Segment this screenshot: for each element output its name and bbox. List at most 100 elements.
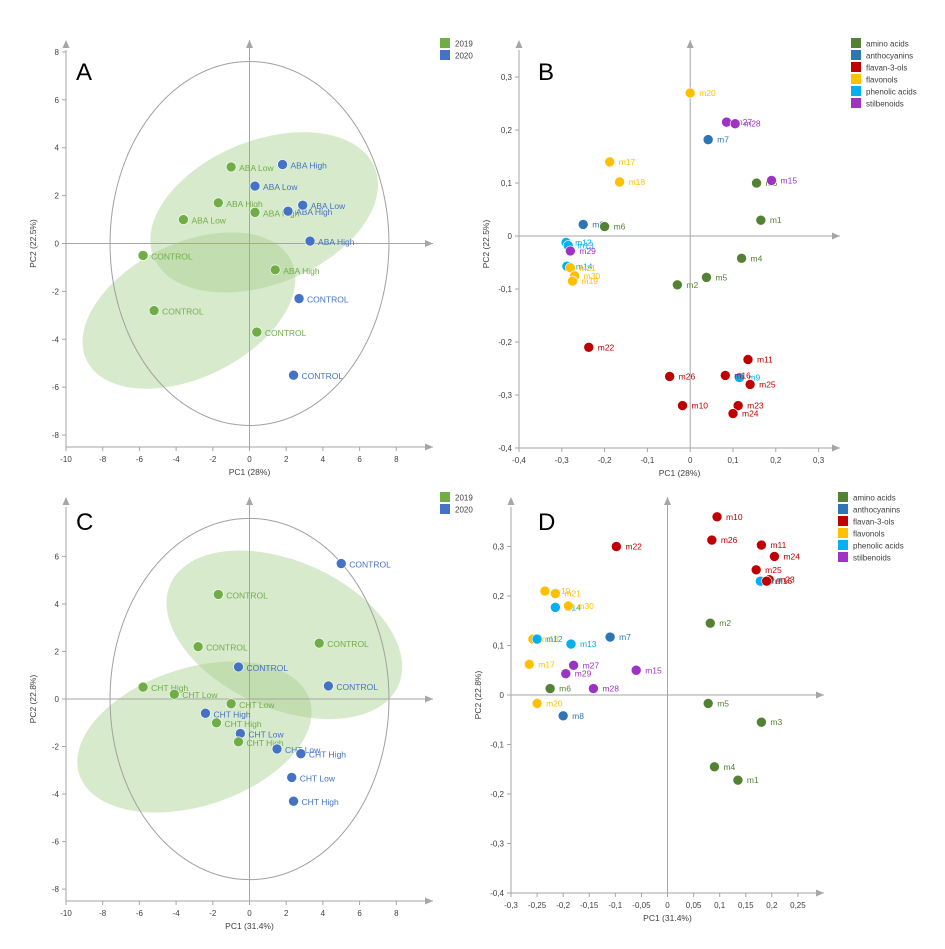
- data-point: [614, 176, 625, 188]
- legend-label: flavonols: [866, 76, 898, 85]
- x-tick-label: -10: [60, 455, 72, 464]
- point-label: m12: [546, 634, 563, 644]
- data-point: [709, 761, 720, 773]
- point-label: CONTROL: [151, 251, 193, 261]
- y-tick-label: -8: [52, 431, 60, 440]
- legend-swatch: [838, 552, 848, 562]
- data-point: [727, 408, 739, 419]
- point-label: CHT Low: [239, 700, 275, 710]
- data-point: [531, 633, 543, 645]
- point-label: m11: [770, 540, 786, 550]
- data-point: [297, 199, 309, 211]
- x-axis-title: PC1 (28%): [659, 468, 701, 478]
- legend-swatch: [851, 86, 861, 96]
- legend-label: 2019: [455, 40, 473, 49]
- data-point: [611, 541, 622, 552]
- x-tick-label: 8: [394, 909, 399, 918]
- point-label: m5: [715, 272, 727, 282]
- y-tick-label: 0,2: [493, 592, 505, 601]
- data-point: [599, 221, 610, 232]
- point-label: CONTROL: [307, 295, 349, 305]
- y-tick-label: 6: [55, 552, 60, 561]
- point-label: ABA High: [318, 237, 355, 247]
- data-point: [269, 264, 281, 276]
- legend: 2019 2020: [440, 38, 473, 61]
- point-label: m21: [564, 589, 581, 599]
- data-point: [736, 253, 747, 264]
- data-point: [137, 250, 149, 261]
- point-label: m10: [691, 401, 708, 411]
- point-label: CONTROL: [226, 590, 268, 600]
- y-axis-arrow: [686, 40, 694, 48]
- data-point: [732, 774, 744, 786]
- point-label: m15: [781, 175, 798, 185]
- data-point: [550, 588, 561, 599]
- point-label: CONTROL: [206, 643, 248, 653]
- legend-label: 2020: [455, 52, 473, 61]
- x-axis-frame-arrow: [832, 444, 840, 452]
- point-label: m5: [717, 698, 729, 708]
- data-point: [766, 175, 777, 186]
- y-tick-label: 8: [55, 48, 60, 57]
- point-label: m18: [629, 177, 646, 187]
- y-axis-frame-arrow: [515, 40, 523, 48]
- data-point: [729, 118, 741, 130]
- point-label: m19: [554, 586, 571, 596]
- legend-label: stilbenoids: [853, 554, 891, 563]
- legend-swatch: [440, 38, 450, 48]
- y-tick-label: 0,3: [493, 543, 505, 552]
- y-axis-frame-arrow: [507, 497, 515, 505]
- point-label: ABA High: [283, 266, 320, 276]
- panel-letter: A: [76, 59, 92, 86]
- point-label: m17: [619, 157, 636, 167]
- y-tick-label: 0,3: [501, 73, 513, 82]
- x-tick-label: 0,15: [738, 901, 754, 910]
- point-label: m26: [721, 535, 738, 545]
- point-label: m1: [770, 215, 782, 225]
- point-label: m10: [726, 512, 743, 522]
- data-point: [539, 585, 551, 597]
- point-label: m6: [559, 684, 571, 694]
- point-label: m28: [744, 119, 761, 129]
- data-point: [742, 354, 754, 365]
- x-tick-label: -4: [173, 909, 181, 918]
- point-label: m30: [577, 601, 594, 611]
- y-axis-arrow: [246, 40, 253, 48]
- legend-label: anthocyanins: [853, 506, 900, 515]
- point-label: m4: [723, 762, 735, 772]
- legend-label: amino acids: [853, 494, 896, 503]
- point-label: m22: [625, 542, 642, 552]
- point-label: m12: [575, 237, 592, 247]
- x-axis-frame-arrow: [816, 889, 824, 897]
- point-label: m16: [734, 370, 751, 380]
- data-point: [304, 235, 316, 247]
- x-axis-frame-arrow: [425, 897, 433, 905]
- point-label: CONTROL: [336, 682, 378, 692]
- data-point: [313, 637, 325, 649]
- point-label: CHT Low: [248, 729, 284, 739]
- data-point: [251, 326, 263, 338]
- x-tick-label: 0,1: [727, 456, 739, 465]
- x-tick-label: 2: [284, 909, 289, 918]
- point-label: CHT High: [224, 719, 261, 729]
- data-point: [295, 748, 307, 759]
- point-label: m15: [645, 665, 662, 675]
- point-label: m23: [747, 401, 764, 411]
- legend-label: phenolic acids: [853, 542, 904, 551]
- y-tick-label: 6: [55, 96, 60, 105]
- x-tick-label: -0,2: [598, 456, 612, 465]
- data-point: [769, 551, 780, 562]
- data-point: [282, 205, 294, 217]
- legend-swatch: [851, 50, 861, 60]
- data-point: [271, 743, 283, 755]
- point-label: m20: [546, 698, 563, 708]
- data-point: [577, 219, 589, 230]
- point-label: m25: [765, 565, 782, 575]
- x-tick-label: -6: [136, 909, 144, 918]
- data-point: [756, 539, 767, 551]
- point-label: m2: [686, 280, 698, 290]
- data-point: [761, 575, 772, 587]
- x-tick-label: 0,2: [770, 456, 782, 465]
- point-label: m20: [699, 88, 716, 98]
- data-point: [531, 698, 543, 709]
